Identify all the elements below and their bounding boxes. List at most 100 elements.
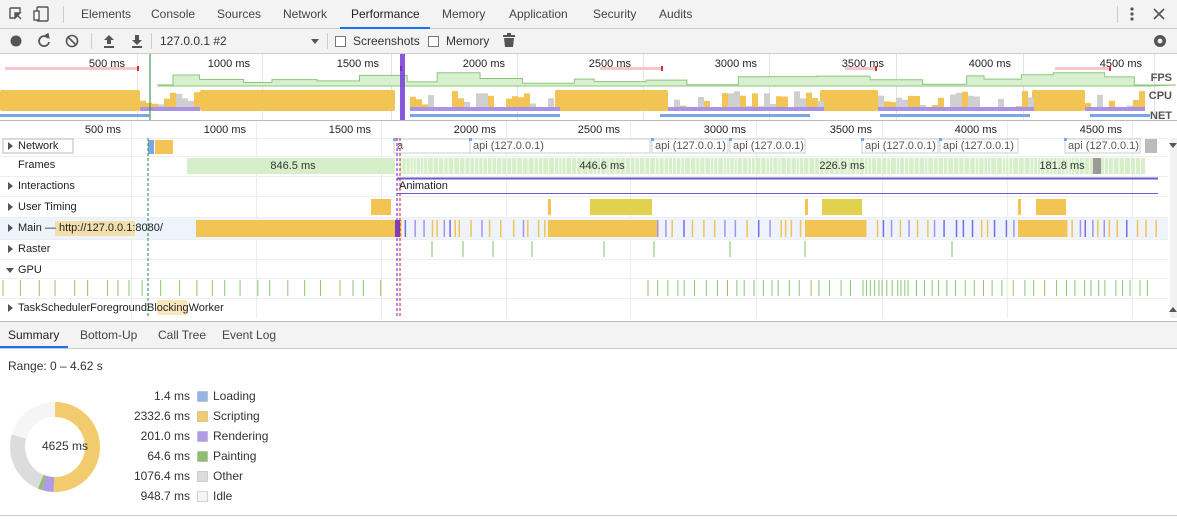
legend-name: Scripting — [213, 409, 260, 423]
active-tab-indicator — [340, 27, 430, 29]
cpu-activity — [458, 98, 464, 111]
cpu-rendering — [710, 107, 716, 111]
more-icon[interactable] — [1130, 7, 1134, 21]
cpu-activity — [188, 100, 194, 111]
interaction-label: Animation — [399, 180, 448, 192]
cpu-rendering — [1103, 107, 1109, 111]
network-request-label: api (127.0.0.1) — [655, 140, 726, 152]
checkbox-label[interactable]: Memory — [446, 34, 489, 48]
checkbox[interactable] — [335, 36, 346, 47]
expand-arrow[interactable] — [8, 142, 13, 150]
cpu-rendering — [680, 107, 686, 111]
scrollbar[interactable] — [1170, 138, 1177, 318]
reload-button[interactable] — [38, 32, 50, 47]
collapse-arrow[interactable] — [6, 268, 14, 273]
device-icon[interactable] — [33, 6, 49, 22]
cpu-rendering — [524, 107, 530, 111]
cpu-rendering — [698, 107, 704, 111]
main-task — [724, 220, 726, 237]
cpu-activity — [722, 93, 728, 111]
main-task — [1103, 220, 1105, 237]
network-request — [393, 138, 471, 154]
tab-bar — [0, 0, 1177, 29]
expand-arrow[interactable] — [8, 224, 13, 232]
overview-track-label: NET — [1150, 110, 1172, 122]
details-tab[interactable]: Event Log — [222, 328, 276, 342]
save-profile-button[interactable] — [132, 35, 142, 48]
tab[interactable]: Console — [151, 7, 195, 21]
tab[interactable]: Network — [283, 7, 328, 21]
settings-button[interactable] — [1154, 35, 1166, 47]
track-label[interactable]: Raster — [18, 243, 51, 255]
main-task — [1013, 220, 1015, 237]
main-task — [713, 220, 716, 237]
track-label[interactable]: GPU — [18, 264, 42, 276]
cpu-activity — [1022, 91, 1028, 111]
checkbox-label[interactable]: Screenshots — [353, 34, 420, 48]
main-task — [746, 220, 748, 237]
donut-segment — [41, 475, 55, 492]
tab[interactable]: Sources — [217, 7, 261, 21]
track-label[interactable]: Frames — [18, 159, 56, 171]
inspect-icon[interactable] — [9, 7, 22, 20]
scroll-arrow[interactable] — [1169, 307, 1177, 312]
network-request — [729, 138, 806, 154]
load-profile-button[interactable] — [104, 35, 114, 48]
track-label[interactable]: User Timing — [18, 201, 77, 213]
main-task — [734, 220, 737, 237]
tab[interactable]: Application — [509, 7, 568, 21]
main-task — [805, 220, 865, 237]
main-task — [1084, 220, 1087, 237]
garbage-collect-button[interactable] — [503, 33, 515, 47]
tab[interactable]: Audits — [659, 7, 692, 21]
tab[interactable]: Memory — [442, 7, 485, 21]
range-text: Range: 0 – 4.62 s — [8, 359, 103, 373]
track-label[interactable]: Main — http://127.0.0.1:8080/ — [18, 222, 164, 234]
request-start — [729, 138, 732, 141]
tab[interactable]: Security — [593, 7, 636, 21]
cpu-rendering — [158, 107, 164, 111]
cpu-rendering — [1085, 107, 1091, 111]
cpu-activity — [752, 93, 758, 111]
cpu-rendering — [506, 107, 512, 111]
donut-total: 4625 ms — [42, 439, 88, 453]
tab[interactable]: Performance — [351, 7, 420, 21]
legend-swatch — [197, 491, 208, 502]
main-task — [196, 220, 395, 237]
main-task — [400, 220, 402, 237]
cpu-rendering — [1127, 107, 1133, 111]
expand-arrow[interactable] — [8, 203, 13, 211]
expand-arrow[interactable] — [8, 304, 13, 312]
main-task — [683, 220, 685, 237]
main-task — [769, 220, 771, 237]
cpu-activity — [1139, 91, 1145, 111]
main-task — [993, 220, 996, 237]
expand-arrow[interactable] — [8, 245, 13, 253]
cpu-rendering — [1022, 107, 1028, 111]
record-button[interactable] — [10, 35, 22, 47]
track-label[interactable]: TaskSchedulerForegroundBlockingWorker — [18, 302, 224, 314]
dropdown-arrow[interactable] — [311, 39, 319, 44]
tab[interactable]: Elements — [81, 7, 131, 21]
frame-label: 446.6 ms — [579, 160, 625, 172]
cpu-rendering — [962, 107, 968, 111]
main-task — [481, 220, 483, 237]
track-label[interactable]: Interactions — [18, 180, 75, 192]
checkbox[interactable] — [428, 36, 439, 47]
details-tab[interactable]: Summary — [8, 328, 59, 342]
main-task — [1136, 220, 1139, 237]
close-icon[interactable] — [1153, 8, 1165, 20]
target-select[interactable]: 127.0.0.1 #2 — [160, 34, 227, 48]
cpu-rendering — [452, 107, 458, 111]
details-tab[interactable]: Call Tree — [158, 328, 206, 342]
overview-ruler-label: 2500 ms — [589, 58, 632, 70]
track-label[interactable]: Network — [18, 140, 59, 152]
scroll-arrow[interactable] — [1169, 143, 1177, 148]
details-tab[interactable]: Bottom-Up — [80, 328, 138, 342]
cpu-rendering — [788, 107, 794, 111]
cpu-rendering — [998, 107, 1004, 111]
expand-arrow[interactable] — [8, 182, 13, 190]
cpu-activity — [506, 98, 512, 111]
clear-button[interactable] — [65, 34, 79, 48]
net-bar — [410, 114, 560, 117]
